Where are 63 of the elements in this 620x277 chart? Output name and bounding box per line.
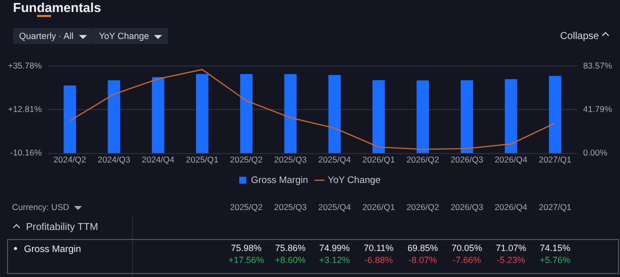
x-tick-label: 2025/Q4 [318,154,352,165]
bar [416,80,429,154]
x-tick-label: 2026/Q1 [362,154,396,165]
y-tick-label: +12.81% [8,104,42,114]
chart-title: Fundamentals [13,0,102,15]
x-tick-label: 2026/Q2 [406,154,440,165]
category-label: 2025/Q3 [274,202,307,212]
y2-tick-label: 41.79% [583,104,612,114]
category-label: 2026/Q3 [450,202,484,212]
data-label: 74.15% [538,243,572,253]
data-label: 74.99% [318,243,351,253]
data-label: -7.66% [452,255,482,265]
bar [152,77,164,154]
y2-tick-label: 83.57% [583,60,612,70]
data-label: 70.05% [450,243,484,253]
x-tick-label: 2024/Q4 [142,154,175,165]
category-label: 2025/Q2 [230,202,263,212]
y2-tick-label: 0.00% [583,148,608,158]
bar [64,85,76,154]
data-label: 75.98% [230,243,263,253]
legend-label: YoY Change [328,174,381,186]
bar [196,74,208,154]
data-label: +8.60% [275,255,306,265]
category-label: 2025/Q4 [318,202,351,212]
legend-label: Gross Margin [250,174,308,186]
data-label: 70.11% [362,243,395,253]
x-tick-label: 2025/Q3 [274,154,307,165]
data-label: +5.76% [538,255,572,265]
data-label: 69.85% [406,243,440,253]
data-label: +3.12% [318,255,351,265]
data-label: 75.86% [274,243,307,253]
data-label: -8.07% [408,255,438,265]
category-label: 2026/Q2 [406,202,440,212]
x-tick-label: 2026/Q3 [450,154,484,165]
x-tick-label: 2027/Q1 [538,154,572,165]
text: YoY Change [99,31,150,41]
x-tick-label: 2024/Q3 [98,154,131,165]
text: Quarterly · All [19,31,74,41]
text: Gross Margin [24,244,82,255]
category-label: 2027/Q1 [538,202,572,212]
bar [372,80,385,154]
bar [548,76,562,154]
category-label: 2026/Q1 [362,202,395,212]
y-tick-label: -10.16% [10,148,42,158]
bar [240,74,252,154]
category-label: 2026/Q4 [494,202,528,212]
y-tick-label: +35.78% [8,60,42,70]
text: Profitability TTM [26,222,98,233]
data-label: -6.88% [363,255,394,265]
text: Collapse [560,31,599,42]
data-label: -5.23% [496,255,526,265]
bar [108,80,120,154]
text: Currency: USD [12,202,70,212]
x-tick-label: 2025/Q2 [230,154,263,165]
data-label: +17.56% [227,255,266,265]
x-tick-label: 2025/Q1 [186,154,219,165]
bar [460,80,474,154]
data-label: 71.07% [494,243,528,253]
x-tick-label: 2024/Q2 [54,154,86,165]
bar [284,74,297,154]
bar [328,75,341,154]
bar [504,79,518,154]
x-tick-label: 2026/Q4 [494,154,528,165]
